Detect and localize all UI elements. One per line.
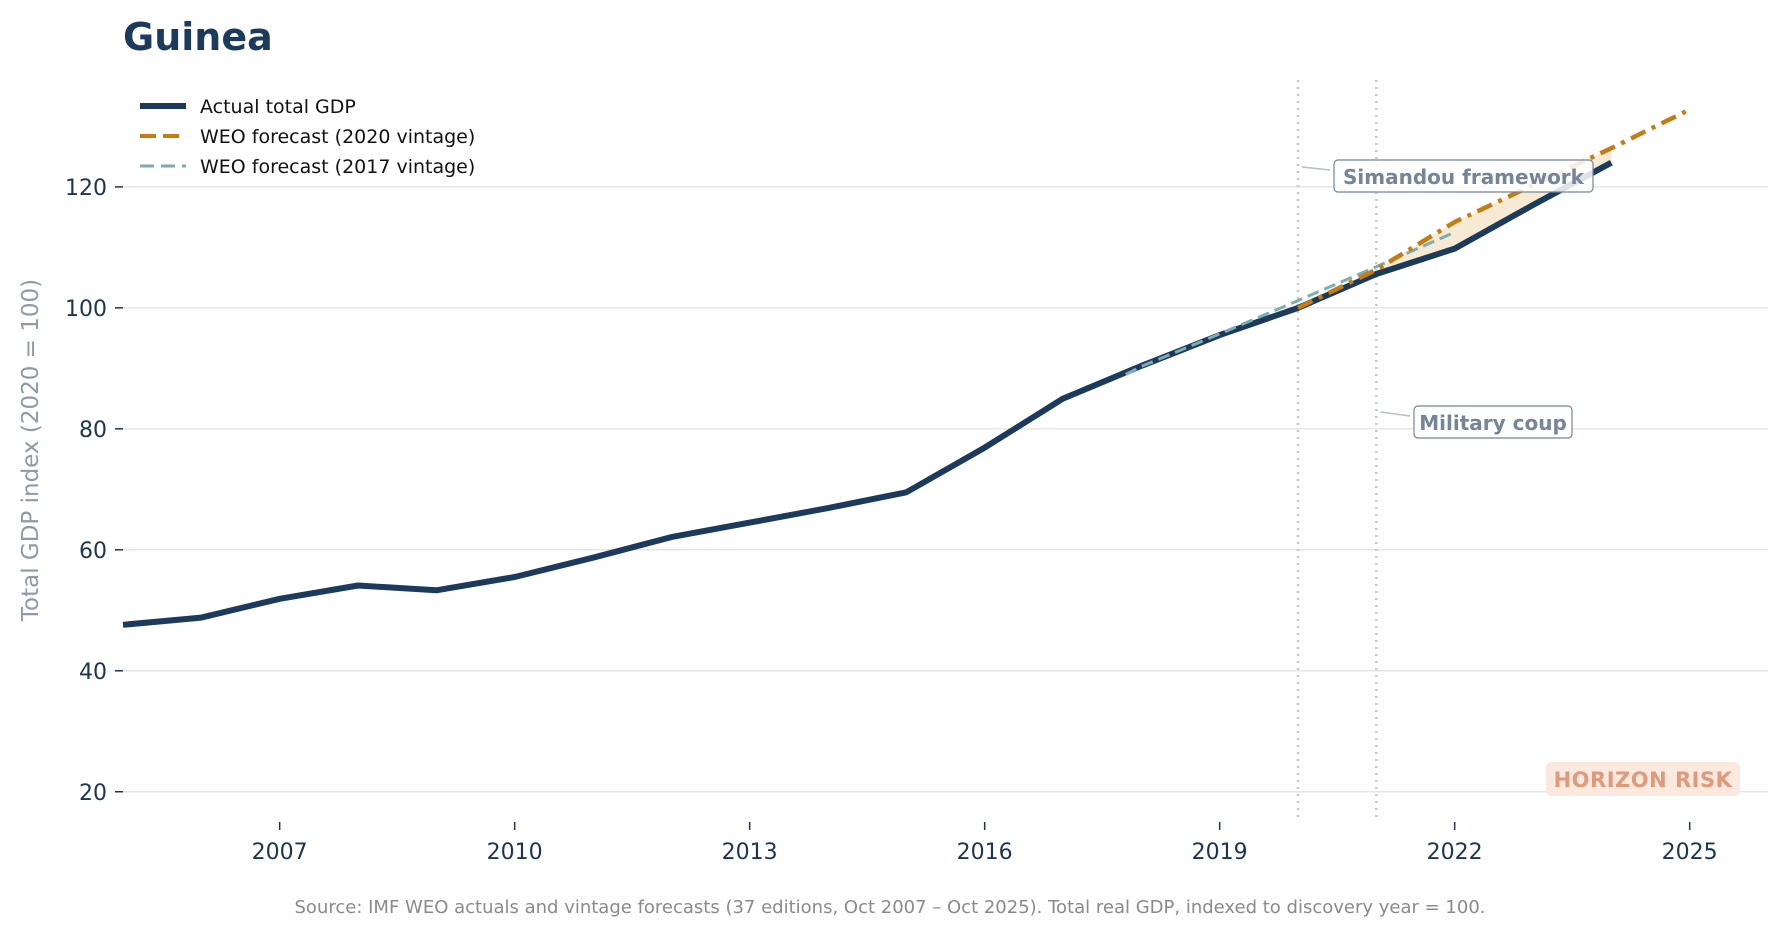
series-lines bbox=[122, 107, 1691, 628]
military-coup-annotation: Military coup bbox=[1419, 411, 1567, 435]
y-tick-label: 40 bbox=[79, 660, 107, 685]
grid-lines bbox=[123, 186, 1768, 793]
y-tick-label: 60 bbox=[79, 539, 107, 564]
y-tick-label: 20 bbox=[79, 781, 107, 806]
x-tick-label: 2022 bbox=[1427, 840, 1483, 865]
event-lines bbox=[1296, 80, 1378, 822]
legend-entry-2020-vintage: WEO forecast (2020 vintage) bbox=[200, 126, 475, 148]
horizon-risk-badge: HORIZON RISK bbox=[1546, 762, 1740, 796]
x-tick-label: 2019 bbox=[1192, 840, 1248, 865]
y-tick-label: 100 bbox=[65, 297, 107, 322]
y-tick-label: 80 bbox=[79, 418, 107, 443]
x-tick-label: 2007 bbox=[252, 840, 308, 865]
y-tick-label: 120 bbox=[65, 176, 107, 201]
legend: Actual total GDP WEO forecast (2020 vint… bbox=[140, 96, 475, 178]
annotation-leader bbox=[1380, 411, 1411, 417]
y-axis-label: Total GDP index (2020 = 100) bbox=[18, 279, 44, 622]
axes: 20 40 60 80 100 120 2007 2010 2013 2016 2019 2022 20… bbox=[65, 176, 1718, 865]
annotation-box bbox=[1413, 405, 1573, 439]
annotation-leader bbox=[1301, 166, 1331, 171]
simandou-annotation: Simandou framework bbox=[1343, 165, 1585, 189]
chart-title: Guinea bbox=[123, 15, 273, 59]
x-tick-label: 2013 bbox=[722, 840, 778, 865]
annotation-box bbox=[1333, 159, 1594, 193]
source-note: Source: IMF WEO actuals and vintage fore… bbox=[295, 897, 1486, 918]
badge-label: HORIZON RISK bbox=[1554, 768, 1733, 792]
legend-entry-2017-vintage: WEO forecast (2017 vintage) bbox=[200, 156, 475, 178]
weo-2017-vintage-line bbox=[1125, 230, 1456, 376]
x-tick-label: 2010 bbox=[487, 840, 543, 865]
legend-entry-actual: Actual total GDP bbox=[200, 96, 356, 118]
x-tick-label: 2025 bbox=[1662, 840, 1718, 865]
actual-gdp-line bbox=[122, 160, 1613, 628]
weo-2020-vintage-line bbox=[1297, 107, 1691, 310]
x-tick-label: 2016 bbox=[957, 840, 1013, 865]
badge-background bbox=[1546, 762, 1740, 796]
annotations: Simandou framework Military coup bbox=[1301, 159, 1594, 439]
